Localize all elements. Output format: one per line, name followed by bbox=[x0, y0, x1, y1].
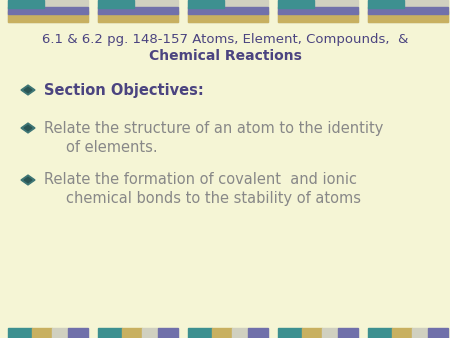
Text: Chemical Reactions: Chemical Reactions bbox=[148, 49, 302, 63]
Bar bbox=[368, 0, 404, 8]
Bar bbox=[98, 11, 178, 22]
Bar bbox=[8, 0, 88, 22]
Bar bbox=[188, 0, 268, 22]
Bar bbox=[122, 328, 142, 338]
Text: Section Objectives:: Section Objectives: bbox=[44, 82, 204, 97]
Bar bbox=[142, 328, 158, 338]
Bar bbox=[412, 328, 428, 338]
Bar bbox=[98, 0, 134, 8]
Bar bbox=[368, 7, 448, 14]
Bar bbox=[8, 7, 88, 14]
Bar bbox=[278, 328, 302, 338]
Bar bbox=[188, 7, 268, 14]
Bar bbox=[278, 0, 358, 22]
Bar bbox=[68, 328, 88, 338]
Polygon shape bbox=[21, 85, 35, 95]
Bar bbox=[232, 328, 248, 338]
Text: Relate the formation of covalent  and ionic: Relate the formation of covalent and ion… bbox=[44, 172, 357, 188]
Bar bbox=[302, 328, 322, 338]
Bar bbox=[278, 0, 314, 8]
Bar bbox=[248, 328, 268, 338]
Polygon shape bbox=[21, 123, 35, 133]
Bar bbox=[8, 328, 32, 338]
Bar bbox=[278, 7, 358, 14]
Bar bbox=[188, 11, 268, 22]
Text: of elements.: of elements. bbox=[66, 140, 158, 154]
Text: chemical bonds to the stability of atoms: chemical bonds to the stability of atoms bbox=[66, 192, 361, 207]
Bar bbox=[8, 0, 44, 8]
Bar bbox=[98, 7, 178, 14]
Bar bbox=[98, 0, 178, 22]
Polygon shape bbox=[24, 125, 32, 131]
Bar bbox=[188, 328, 212, 338]
Bar bbox=[188, 0, 224, 8]
Polygon shape bbox=[24, 87, 32, 93]
Bar bbox=[98, 328, 122, 338]
Bar bbox=[322, 328, 338, 338]
Bar bbox=[32, 328, 52, 338]
Bar bbox=[392, 328, 412, 338]
Text: Relate the structure of an atom to the identity: Relate the structure of an atom to the i… bbox=[44, 121, 383, 136]
Bar bbox=[52, 328, 68, 338]
Text: 6.1 & 6.2 pg. 148-157 Atoms, Element, Compounds,  &: 6.1 & 6.2 pg. 148-157 Atoms, Element, Co… bbox=[42, 33, 408, 47]
Bar bbox=[368, 11, 448, 22]
Polygon shape bbox=[21, 175, 35, 185]
Bar bbox=[368, 328, 392, 338]
Bar bbox=[338, 328, 358, 338]
Bar bbox=[8, 11, 88, 22]
Bar bbox=[212, 328, 232, 338]
Bar bbox=[368, 0, 448, 22]
Bar bbox=[428, 328, 448, 338]
Polygon shape bbox=[24, 177, 32, 183]
Bar bbox=[278, 11, 358, 22]
Bar bbox=[158, 328, 178, 338]
